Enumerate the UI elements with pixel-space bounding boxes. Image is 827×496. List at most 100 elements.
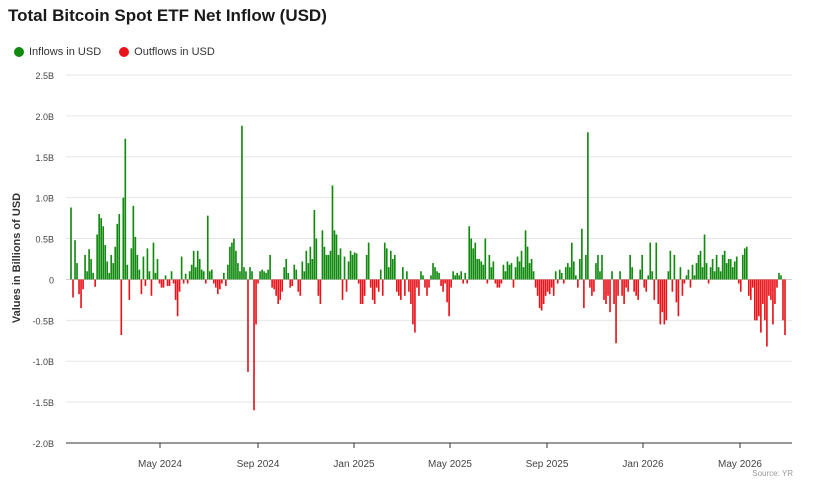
inflow-bar[interactable] <box>480 261 483 280</box>
inflow-bar[interactable] <box>647 275 650 280</box>
inflow-bar[interactable] <box>223 272 225 280</box>
inflow-bar[interactable] <box>597 254 599 280</box>
inflow-bar[interactable] <box>581 228 583 280</box>
inflow-bar[interactable] <box>104 245 107 280</box>
inflow-bar[interactable] <box>385 248 388 280</box>
inflow-bar[interactable] <box>713 271 716 280</box>
inflow-bar[interactable] <box>124 138 127 280</box>
inflow-bar[interactable] <box>339 248 342 280</box>
inflow-bar[interactable] <box>391 259 394 280</box>
outflow-bar[interactable] <box>257 279 259 284</box>
outflow-bar[interactable] <box>94 279 96 287</box>
outflow-bar[interactable] <box>176 279 179 317</box>
inflow-bar[interactable] <box>114 246 117 280</box>
inflow-bar[interactable] <box>196 250 199 280</box>
inflow-bar[interactable] <box>227 264 229 280</box>
outflow-bar[interactable] <box>536 279 539 296</box>
inflow-bar[interactable] <box>575 275 577 280</box>
outflow-bar[interactable] <box>627 279 629 292</box>
inflow-bar[interactable] <box>313 209 316 280</box>
inflow-bar[interactable] <box>156 259 159 280</box>
inflow-bar[interactable] <box>116 223 119 280</box>
inflow-bar[interactable] <box>432 263 434 280</box>
inflow-bar[interactable] <box>88 249 90 280</box>
outflow-bar[interactable] <box>221 279 223 284</box>
outflow-bar[interactable] <box>762 279 764 304</box>
outflow-bar[interactable] <box>562 279 565 284</box>
inflow-bar[interactable] <box>108 272 111 280</box>
outflow-bar[interactable] <box>758 279 760 317</box>
inflow-bar[interactable] <box>261 269 263 280</box>
outflow-bar[interactable] <box>140 279 143 295</box>
outflow-bar[interactable] <box>591 279 593 296</box>
inflow-bar[interactable] <box>520 250 523 280</box>
inflow-bar[interactable] <box>488 254 491 280</box>
inflow-bar[interactable] <box>231 242 233 280</box>
outflow-bar[interactable] <box>299 279 302 296</box>
outflow-bar[interactable] <box>317 279 320 296</box>
outflow-bar[interactable] <box>275 279 277 296</box>
inflow-bar[interactable] <box>283 267 286 280</box>
outflow-bar[interactable] <box>166 279 169 286</box>
outflow-bar[interactable] <box>373 279 376 304</box>
inflow-bar[interactable] <box>190 264 193 280</box>
outflow-bar[interactable] <box>72 279 74 298</box>
inflow-bar[interactable] <box>86 271 88 280</box>
outflow-bar[interactable] <box>589 279 591 288</box>
inflow-bar[interactable] <box>307 263 310 280</box>
outflow-bar[interactable] <box>607 279 609 296</box>
outflow-bar[interactable] <box>544 279 547 296</box>
inflow-bar[interactable] <box>305 250 308 280</box>
inflow-bar[interactable] <box>343 256 346 280</box>
inflow-bar[interactable] <box>669 250 672 280</box>
inflow-bar[interactable] <box>532 271 535 280</box>
outflow-bar[interactable] <box>369 279 372 288</box>
inflow-bar[interactable] <box>379 269 382 280</box>
outflow-bar[interactable] <box>82 279 84 290</box>
inflow-bar[interactable] <box>476 259 479 280</box>
inflow-bar[interactable] <box>651 271 654 280</box>
outflow-bar[interactable] <box>182 279 185 284</box>
outflow-bar[interactable] <box>663 279 666 325</box>
outflow-bar[interactable] <box>621 279 623 296</box>
inflow-bar[interactable] <box>311 259 314 280</box>
inflow-bar[interactable] <box>490 267 493 280</box>
outflow-bar[interactable] <box>341 279 344 300</box>
outflow-bar[interactable] <box>426 279 428 296</box>
outflow-bar[interactable] <box>749 279 752 300</box>
inflow-bar[interactable] <box>506 261 509 280</box>
outflow-bar[interactable] <box>128 279 131 300</box>
inflow-bar[interactable] <box>711 259 714 280</box>
inflow-bar[interactable] <box>587 132 589 280</box>
inflow-bar[interactable] <box>202 271 205 280</box>
inflow-bar[interactable] <box>470 238 473 280</box>
outflow-bar[interactable] <box>440 279 442 286</box>
outflow-bar[interactable] <box>737 279 740 284</box>
inflow-bar[interactable] <box>389 250 392 280</box>
outflow-bar[interactable] <box>764 279 766 321</box>
outflow-bar[interactable] <box>377 279 380 292</box>
inflow-bar[interactable] <box>110 254 113 280</box>
outflow-bar[interactable] <box>398 279 400 296</box>
inflow-bar[interactable] <box>164 275 167 280</box>
inflow-bar[interactable] <box>235 250 237 280</box>
outflow-bar[interactable] <box>319 279 322 304</box>
inflow-bar[interactable] <box>482 264 485 280</box>
inflow-bar[interactable] <box>383 242 386 280</box>
inflow-bar[interactable] <box>200 269 203 280</box>
outflow-bar[interactable] <box>253 279 255 411</box>
inflow-bar[interactable] <box>705 263 708 280</box>
inflow-bar[interactable] <box>365 254 368 280</box>
inflow-bar[interactable] <box>154 272 157 280</box>
inflow-bar[interactable] <box>122 197 125 280</box>
inflow-bar[interactable] <box>508 264 511 280</box>
inflow-bar[interactable] <box>315 238 318 280</box>
inflow-bar[interactable] <box>725 263 728 280</box>
inflow-bar[interactable] <box>611 271 613 280</box>
outflow-bar[interactable] <box>665 279 668 321</box>
inflow-bar[interactable] <box>492 261 495 280</box>
outflow-bar[interactable] <box>80 279 82 309</box>
outflow-bar[interactable] <box>448 279 450 317</box>
inflow-bar[interactable] <box>745 246 748 280</box>
inflow-bar[interactable] <box>84 254 86 280</box>
